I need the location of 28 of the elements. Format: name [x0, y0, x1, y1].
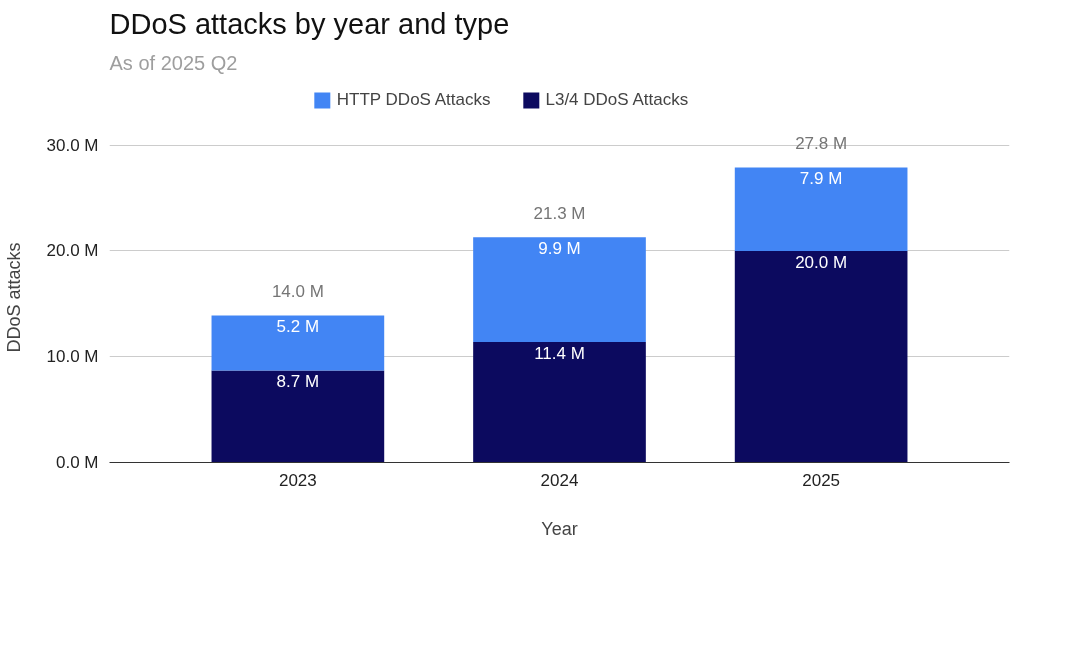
y-tick-label: 20.0 M	[46, 241, 99, 261]
total-label: 21.3 M	[533, 203, 586, 223]
x-tick-label: 2024	[540, 470, 579, 490]
legend-label: L3/4 DDoS Attacks	[545, 90, 689, 110]
data-label: 9.9 M	[538, 238, 581, 258]
data-label: 5.2 M	[276, 317, 320, 337]
y-tick-label: 30.0 M	[46, 135, 99, 155]
data-label: 11.4 M	[534, 343, 585, 363]
total-label: 14.0 M	[271, 282, 324, 302]
bar	[734, 167, 908, 251]
bar	[211, 315, 385, 371]
x-tick-label: 2025	[802, 470, 841, 490]
y-tick-label: 10.0 M	[46, 347, 99, 367]
y-tick-label: 0.0 M	[55, 453, 99, 472]
bar	[473, 341, 646, 463]
total-label: 27.8 M	[795, 134, 848, 154]
bar	[473, 237, 646, 342]
bar	[211, 370, 385, 463]
data-label: 20.0 M	[795, 252, 848, 272]
x-axis-title: Year	[541, 518, 578, 539]
data-label: 8.7 M	[276, 372, 320, 392]
data-label: 7.9 M	[799, 169, 843, 189]
chart-title: DDoS attacks by year and type	[109, 7, 510, 40]
y-axis-title: DDoS attacks	[3, 242, 24, 353]
x-tick-label: 2023	[278, 470, 317, 490]
legend-label: HTTP DDoS Attacks	[336, 90, 491, 110]
bar	[734, 250, 908, 463]
chart-subtitle: As of 2025 Q2	[109, 51, 238, 74]
